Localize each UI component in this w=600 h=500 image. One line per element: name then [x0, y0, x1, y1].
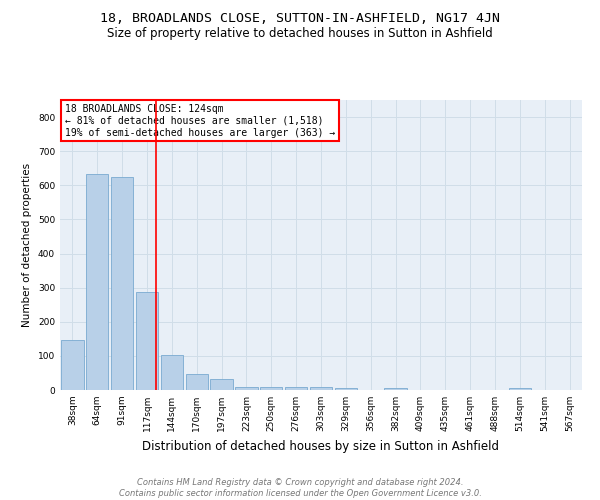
- Bar: [509, 388, 531, 390]
- X-axis label: Distribution of detached houses by size in Sutton in Ashfield: Distribution of detached houses by size …: [143, 440, 499, 452]
- Bar: [86, 174, 109, 390]
- Bar: [335, 388, 357, 390]
- Bar: [260, 386, 283, 390]
- Bar: [385, 388, 407, 390]
- Y-axis label: Number of detached properties: Number of detached properties: [22, 163, 32, 327]
- Text: Contains HM Land Registry data © Crown copyright and database right 2024.
Contai: Contains HM Land Registry data © Crown c…: [119, 478, 481, 498]
- Text: 18, BROADLANDS CLOSE, SUTTON-IN-ASHFIELD, NG17 4JN: 18, BROADLANDS CLOSE, SUTTON-IN-ASHFIELD…: [100, 12, 500, 26]
- Bar: [285, 388, 307, 390]
- Text: 18 BROADLANDS CLOSE: 124sqm
← 81% of detached houses are smaller (1,518)
19% of : 18 BROADLANDS CLOSE: 124sqm ← 81% of det…: [65, 104, 335, 138]
- Bar: [161, 355, 183, 390]
- Bar: [61, 340, 83, 390]
- Bar: [310, 388, 332, 390]
- Bar: [235, 386, 257, 390]
- Bar: [185, 374, 208, 390]
- Bar: [111, 177, 133, 390]
- Text: Size of property relative to detached houses in Sutton in Ashfield: Size of property relative to detached ho…: [107, 28, 493, 40]
- Bar: [136, 292, 158, 390]
- Bar: [211, 380, 233, 390]
